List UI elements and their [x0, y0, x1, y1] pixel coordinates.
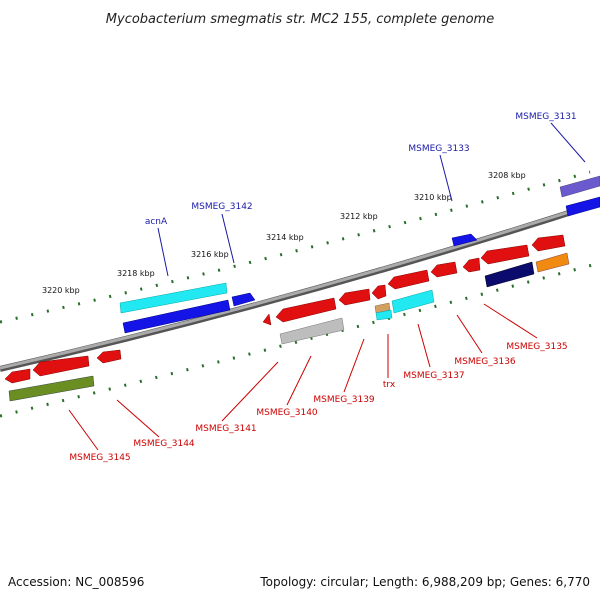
gene-blue-right[interactable]	[565, 196, 600, 217]
gene-label-trx[interactable]: trx	[383, 380, 396, 390]
map-title: Mycobacterium smegmatis str. MC2 155, co…	[106, 12, 494, 27]
gene-label-MSMEG_3142[interactable]: MSMEG_3142	[191, 202, 252, 212]
gene-blue-small[interactable]	[231, 292, 256, 307]
forward-genes	[119, 175, 600, 334]
tick-label: 3214 kbp	[266, 233, 304, 242]
tick-label: 3210 kbp	[414, 193, 452, 202]
forward-leaders	[157, 122, 586, 277]
gene-label-MSMEG_3136[interactable]: MSMEG_3136	[454, 357, 516, 367]
gene-orange[interactable]	[535, 252, 570, 273]
gene-red[interactable]	[480, 244, 530, 265]
gene-red[interactable]	[32, 355, 90, 377]
accession-text: Accession: NC_008596	[8, 575, 144, 589]
gene-red[interactable]	[275, 297, 337, 323]
gene-label-MSMEG_3133[interactable]: MSMEG_3133	[408, 144, 469, 154]
gene-red[interactable]	[96, 349, 122, 364]
tick-label: 3220 kbp	[42, 286, 80, 295]
genome-summary-text: Topology: circular; Length: 6,988,209 bp…	[259, 575, 590, 589]
gene-acnA[interactable]	[119, 282, 228, 314]
gene-label-MSMEG_3139[interactable]: MSMEG_3139	[313, 395, 375, 405]
gene-olive[interactable]	[8, 375, 95, 402]
tick-label: 3208 kbp	[488, 171, 526, 180]
gene-label-MSMEG_3137[interactable]: MSMEG_3137	[403, 371, 464, 381]
upper-tick-track	[0, 170, 591, 324]
genome-backbone-highlight	[0, 200, 600, 370]
gene-gray[interactable]	[279, 317, 345, 345]
tick-label: 3218 kbp	[117, 269, 155, 278]
gene-label-acnA[interactable]: acnA	[145, 217, 168, 227]
gene-red[interactable]	[531, 234, 566, 252]
gene-label-MSMEG_3135[interactable]: MSMEG_3135	[506, 342, 567, 352]
gene-MSMEG_3131[interactable]	[559, 175, 600, 198]
gene-red[interactable]	[430, 261, 458, 278]
tick-label: 3216 kbp	[191, 250, 229, 259]
gene-trx[interactable]	[375, 309, 393, 321]
kbp-labels: 3220 kbp 3218 kbp 3216 kbp 3214 kbp 3212…	[42, 171, 526, 295]
tick-label: 3212 kbp	[340, 212, 378, 221]
gene-red[interactable]	[4, 368, 31, 384]
gene-MSMEG_3133[interactable]	[451, 233, 478, 247]
gene-navy[interactable]	[484, 261, 535, 288]
gene-red[interactable]	[371, 284, 387, 300]
gene-red[interactable]	[462, 257, 481, 273]
reverse-genes	[4, 234, 570, 402]
gene-label-MSMEG_3141[interactable]: MSMEG_3141	[195, 424, 256, 434]
gene-label-MSMEG_3144[interactable]: MSMEG_3144	[133, 439, 195, 449]
gene-cyan[interactable]	[391, 289, 435, 314]
gene-red[interactable]	[338, 288, 371, 306]
gene-label-MSMEG_3131[interactable]: MSMEG_3131	[515, 112, 576, 122]
reverse-leaders	[68, 303, 538, 451]
gene-MSMEG_3142[interactable]	[122, 299, 231, 334]
gene-red[interactable]	[262, 313, 272, 326]
gene-label-MSMEG_3140[interactable]: MSMEG_3140	[256, 408, 318, 418]
gene-red[interactable]	[387, 269, 430, 290]
gene-label-MSMEG_3145[interactable]: MSMEG_3145	[69, 453, 130, 463]
